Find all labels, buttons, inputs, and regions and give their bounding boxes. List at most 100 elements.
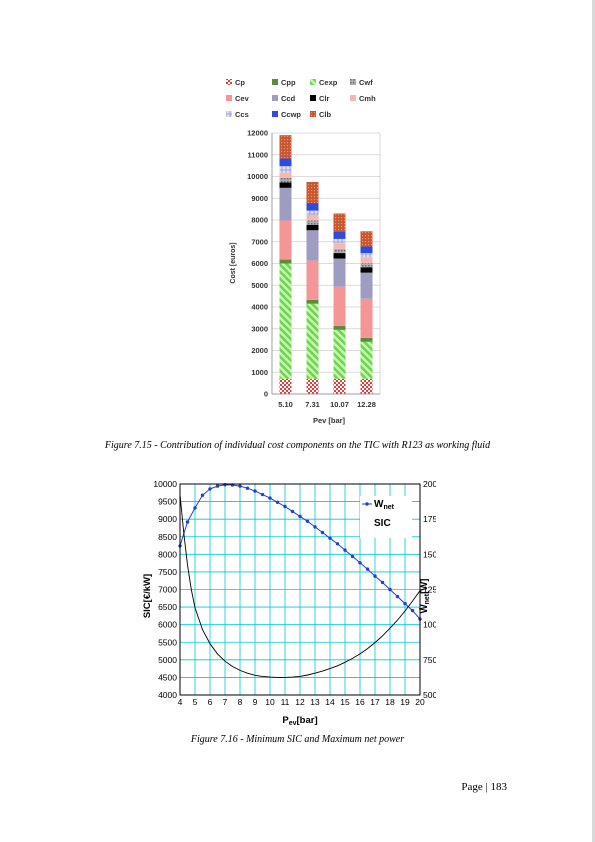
right-tick-label: 1500	[423, 549, 436, 559]
legend-label-cexp: Cexp	[319, 78, 338, 87]
y-tick-label: 8000	[251, 216, 268, 225]
page-label: Page	[461, 781, 483, 793]
legend-label-ccwp: Ccwp	[281, 110, 301, 119]
bar-segment-cpp	[333, 325, 346, 330]
legend-swatch-cexp	[310, 79, 316, 85]
x-tick-label: 18	[385, 697, 395, 707]
bar-segment-ccd	[360, 272, 373, 299]
wnet-point	[290, 509, 295, 514]
y-axis-label: Cost [euros]	[230, 242, 237, 283]
wnet-point	[200, 493, 205, 497]
wnet-point	[185, 520, 190, 524]
legend-swatch-ccd	[272, 95, 278, 101]
left-tick-label: 8000	[158, 549, 177, 559]
bar-segment-cexp	[333, 329, 346, 379]
chart-legend: Cp Cpp Cexp Cwf Cev Ccd Clr Cmh Ccs Ccwp Clb	[226, 78, 376, 119]
x-tick-label: 11	[281, 697, 290, 707]
left-tick-label: 6500	[158, 602, 177, 612]
right-tick-label: 1750	[423, 514, 436, 524]
wnet-point	[305, 519, 310, 523]
left-tick-label: 8500	[158, 532, 177, 542]
right-tick-label: 2000	[423, 479, 436, 489]
x-tick-label: 12	[295, 697, 305, 707]
wnet-point	[380, 580, 385, 585]
wnet-point	[268, 496, 272, 500]
y-tick-label: 0	[264, 390, 268, 399]
left-tick-label: 9000	[158, 514, 177, 524]
wnet-point	[395, 594, 400, 599]
bar-segment-cev	[333, 286, 346, 326]
y-tick-label: 10000	[247, 172, 268, 181]
legend-sic-label: SIC	[374, 518, 391, 529]
legend-label-cmh: Cmh	[359, 94, 376, 103]
wnet-point	[313, 525, 317, 529]
bar-segment-cwf	[360, 262, 373, 268]
x-tick-label: 7.31	[305, 400, 320, 409]
legend-swatch-cpp	[272, 79, 278, 85]
legend-swatch-ccs	[226, 111, 232, 117]
x-tick-label: 10.07	[330, 400, 349, 409]
x-tick-label: 12.28	[357, 400, 376, 409]
bar-segment-clr	[306, 224, 319, 231]
wnet-point	[253, 489, 257, 493]
legend-swatch-cp	[226, 79, 232, 85]
legend-label-clr: Clr	[319, 94, 330, 103]
wnet-point	[215, 484, 220, 488]
page-separator: |	[485, 781, 488, 793]
x-tick-label: 9	[253, 697, 258, 707]
wnet-point	[365, 567, 370, 571]
wnet-point	[388, 587, 392, 592]
page-number: 183	[490, 781, 508, 793]
bar-segment-cmh	[306, 214, 319, 221]
y-tick-label: 6000	[251, 259, 268, 268]
wnet-point	[238, 484, 242, 488]
x-tick-label: 4	[178, 697, 183, 707]
legend-swatch-clb	[310, 111, 316, 117]
left-tick-label: 5500	[158, 637, 177, 647]
axes	[271, 133, 381, 395]
bar-segment-clb	[333, 213, 346, 232]
left-tick-label: 4500	[158, 672, 177, 682]
bar-segment-ccwp	[279, 158, 292, 167]
right-tick-label: 1250	[423, 585, 436, 595]
page-edge	[592, 0, 595, 842]
wnet-point	[403, 601, 407, 606]
wnet-point	[260, 492, 265, 497]
bar-segment-clb	[306, 181, 319, 204]
legend-label-cp: Cp	[235, 78, 245, 87]
right-tick-label: 1000	[423, 620, 436, 630]
legend-label-ccs: Ccs	[235, 110, 249, 119]
wnet-point	[350, 554, 355, 559]
bar-segment-cwf	[306, 220, 319, 225]
bar-segment-ccs	[306, 210, 319, 215]
x-tick-label: 10	[265, 697, 275, 707]
left-tick-label: 10000	[153, 479, 177, 489]
x-tick-label: 5.10	[278, 400, 293, 409]
x-tick-label: 16	[355, 697, 365, 707]
bar-segment-cpp	[360, 337, 373, 342]
wnet-point	[373, 574, 377, 578]
wnet-point	[410, 608, 415, 613]
legend-label-cwf: Cwf	[359, 78, 373, 87]
bar-segment-cmh	[360, 257, 373, 263]
wnet-point	[193, 506, 197, 510]
bar-segment-cp	[360, 378, 373, 394]
legend-label-cev: Cev	[235, 94, 250, 103]
y-tick-label: 1000	[251, 368, 268, 377]
sic-wnet-chart: 4 5 6 7 8 9 10 11 12 13 14 15 16 17 18 19 20 4000 4500 5000…	[142, 479, 436, 727]
left-tick-label: 7000	[158, 585, 177, 595]
wnet-point	[320, 530, 325, 535]
x-tick-label: 17	[370, 697, 380, 707]
x-tick-label: 19	[400, 697, 410, 707]
legend-label-cpp: Cpp	[281, 78, 296, 87]
bar-segment-cev	[279, 220, 292, 260]
wnet-point	[208, 487, 212, 491]
bar-segment-ccs	[279, 166, 292, 173]
wnet-point	[343, 548, 347, 552]
y-tick-label: 3000	[251, 324, 268, 333]
wnet-point	[335, 542, 340, 546]
y-tick-label: 9000	[251, 194, 268, 203]
x-tick-label: 7	[223, 697, 228, 707]
x-tick-label: 5	[193, 697, 198, 707]
bar-segment-cwf	[333, 248, 346, 254]
